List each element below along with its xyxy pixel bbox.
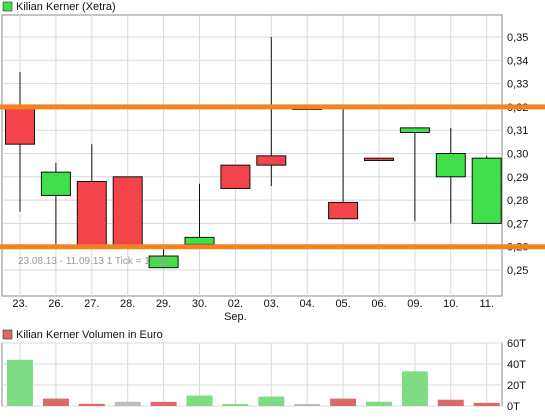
volume-bar	[7, 359, 33, 406]
candle-body	[435, 153, 466, 178]
candle-body	[184, 236, 215, 245]
volume-y-tick-label: 40T	[507, 359, 526, 371]
candle-body	[40, 171, 71, 196]
volume-bar	[473, 402, 500, 406]
candle-body	[220, 164, 251, 189]
x-tick-label: 02.	[228, 298, 243, 310]
x-tick-label: 09.	[407, 298, 422, 310]
volume-bar	[78, 403, 105, 406]
candle-body	[76, 180, 107, 248]
x-tick-label: 26.	[48, 298, 63, 310]
month-label: Sep.	[224, 311, 247, 323]
volume-bar	[366, 401, 392, 406]
chart-range-note: 23.08.13 - 11.09.13 1 Tick = 1 Tag	[18, 256, 169, 267]
price-y-tick-label: 0,27	[507, 218, 528, 230]
volume-legend-icon	[2, 329, 13, 340]
x-tick-label: 23.	[12, 298, 27, 310]
volume-bar	[330, 398, 357, 406]
volume-y-tick-label: 20T	[507, 380, 526, 392]
price-y-tick-label: 0,35	[507, 32, 528, 44]
candle-body	[364, 157, 394, 161]
candles	[5, 37, 502, 269]
price-y-tick-label: 0,25	[507, 265, 528, 277]
volume-y-axis: 0T 20T 40T 60T	[507, 338, 526, 413]
price-legend-icon	[2, 1, 13, 12]
x-tick-label: 28.	[120, 298, 135, 310]
x-tick-label: 04.	[300, 298, 315, 310]
volume-bar	[401, 371, 428, 406]
price-y-tick-label: 0,34	[507, 55, 528, 67]
volume-bar	[42, 398, 69, 406]
x-tick-label: 10.	[443, 298, 458, 310]
volume-bar	[186, 395, 213, 406]
volume-bar	[294, 404, 321, 406]
volume-bar	[258, 396, 285, 406]
x-tick-label: 05.	[335, 298, 350, 310]
price-y-tick-label: 0,28	[507, 195, 528, 207]
price-y-tick-label: 0,31	[507, 125, 528, 137]
candle-body	[148, 255, 179, 269]
candle-body	[399, 127, 430, 134]
candle-body	[328, 201, 359, 220]
candle-body	[256, 155, 287, 166]
price-plot-frame	[1, 14, 503, 297]
volume-y-tick-label: 0T	[507, 401, 520, 413]
volume-bar	[437, 399, 464, 406]
volume-bar	[114, 401, 141, 406]
price-y-axis: 0,250,260,270,280,290,300,310,320,330,34…	[507, 32, 528, 277]
x-tick-label: 03.	[264, 298, 279, 310]
price-chart-title: Kilian Kerner (Xetra)	[16, 1, 116, 13]
price-y-tick-label: 0,33	[507, 79, 528, 91]
price-y-tick-label: 0,29	[507, 172, 528, 184]
price-y-tick-label: 0,30	[507, 149, 528, 161]
support-resistance-lines	[0, 104, 545, 250]
candle-body	[5, 106, 35, 145]
x-tick-label: 11.	[479, 298, 493, 310]
volume-bar	[150, 401, 177, 406]
volume-bar	[222, 404, 249, 406]
x-tick-label: 27.	[84, 298, 99, 310]
candle-body	[112, 176, 143, 248]
volume-y-tick-label: 60T	[507, 338, 526, 350]
volume-chart-title: Kilian Kerner Volumen in Euro	[16, 329, 163, 341]
price-grid	[2, 15, 502, 296]
volume-bars	[7, 359, 500, 406]
x-tick-label: 29.	[156, 298, 171, 310]
x-tick-label: 30.	[192, 298, 207, 310]
candle-body	[471, 157, 502, 224]
x-tick-label: 06.	[371, 298, 386, 310]
x-axis-labels: 23. 26. 27. 28. 29. 30. 02. 03. 04. 05. 06. 09. 10. 1…	[12, 298, 494, 310]
